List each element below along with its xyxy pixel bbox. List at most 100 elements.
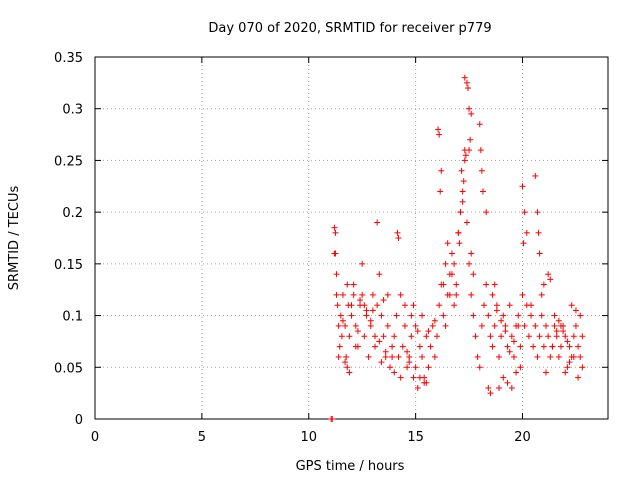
data-point	[572, 322, 579, 329]
data-point	[504, 379, 511, 386]
y-tick-label: 0.15	[54, 258, 83, 273]
data-point	[577, 312, 584, 319]
data-point	[361, 333, 368, 340]
data-point	[453, 291, 460, 298]
data-point	[410, 302, 417, 309]
data-point	[564, 338, 571, 345]
data-point	[491, 322, 498, 329]
data-point	[359, 291, 366, 298]
data-point	[506, 348, 513, 355]
data-point	[434, 333, 440, 340]
data-point	[395, 235, 402, 241]
data-point	[538, 312, 545, 319]
data-point	[466, 105, 473, 112]
data-point	[532, 322, 539, 329]
data-point	[350, 281, 357, 288]
data-point	[495, 384, 502, 391]
data-point	[363, 307, 370, 314]
data-point	[506, 302, 513, 309]
data-point	[346, 333, 353, 340]
data-point	[406, 353, 413, 360]
grid	[95, 57, 608, 419]
data-point	[478, 167, 485, 174]
data-point	[483, 209, 490, 216]
data-point	[408, 312, 415, 319]
data-point	[394, 229, 401, 236]
data-point	[498, 317, 505, 324]
data-point	[551, 312, 558, 319]
data-point	[459, 188, 466, 195]
y-axis-label: SRMTID / TECUs	[7, 186, 22, 291]
data-point	[535, 229, 542, 236]
data-point	[393, 312, 400, 319]
data-point	[566, 343, 573, 350]
data-point	[333, 271, 340, 278]
data-point	[517, 343, 524, 350]
data-point	[401, 302, 408, 309]
data-point	[543, 322, 550, 329]
data-point	[436, 131, 443, 138]
data-point	[460, 178, 467, 185]
data-point	[483, 281, 490, 288]
data-point	[545, 271, 552, 278]
data-point	[401, 322, 408, 329]
data-point	[536, 333, 543, 340]
data-point	[553, 333, 560, 340]
data-point	[410, 374, 417, 381]
data-point	[386, 364, 393, 371]
data-point	[500, 374, 507, 381]
data-point	[378, 359, 385, 366]
data-point	[553, 328, 560, 335]
data-point	[404, 364, 411, 371]
data-point	[348, 312, 355, 319]
data-point	[474, 353, 481, 360]
data-point	[515, 312, 522, 319]
data-point	[414, 384, 421, 391]
data-point	[463, 219, 470, 226]
data-point	[470, 312, 477, 319]
data-point	[391, 369, 398, 376]
data-point	[446, 291, 453, 298]
data-point	[528, 312, 535, 319]
data-point	[437, 188, 444, 195]
data-point	[557, 343, 564, 350]
data-point	[333, 291, 340, 298]
data-point	[572, 307, 579, 314]
data-point	[500, 312, 507, 319]
data-point	[406, 359, 413, 366]
data-point	[421, 379, 428, 386]
data-point	[519, 183, 526, 190]
data-point	[504, 343, 511, 350]
data-point	[344, 281, 351, 288]
data-point	[378, 312, 385, 319]
data-point	[461, 157, 468, 164]
data-point	[564, 364, 571, 371]
x-tick-label: 20	[514, 430, 531, 445]
data-point	[579, 333, 586, 340]
data-point	[570, 353, 577, 360]
data-point	[339, 317, 346, 324]
data-point	[448, 271, 455, 278]
y-tick-label: 0	[75, 413, 83, 428]
data-point	[455, 229, 462, 236]
plot-frame	[94, 56, 609, 420]
data-point	[336, 343, 343, 350]
data-point	[440, 312, 447, 319]
axis-ticks: 0 5 10 15 20 0 0.05 0.1 0.15 0.2 0.25 0.3 0.35	[54, 51, 608, 445]
data-point	[547, 353, 554, 360]
x-tick-label: 5	[198, 430, 206, 445]
data-point	[389, 353, 396, 360]
data-point	[389, 343, 396, 350]
data-point	[425, 364, 432, 371]
data-point	[329, 416, 336, 422]
data-point	[457, 209, 464, 216]
data-points	[328, 74, 586, 422]
data-point	[367, 317, 374, 324]
data-point	[493, 307, 500, 314]
y-tick-label: 0.35	[54, 51, 83, 66]
data-point	[517, 364, 524, 371]
data-point	[372, 343, 379, 350]
data-point	[342, 359, 349, 366]
data-point	[575, 343, 582, 350]
data-point	[458, 167, 465, 174]
